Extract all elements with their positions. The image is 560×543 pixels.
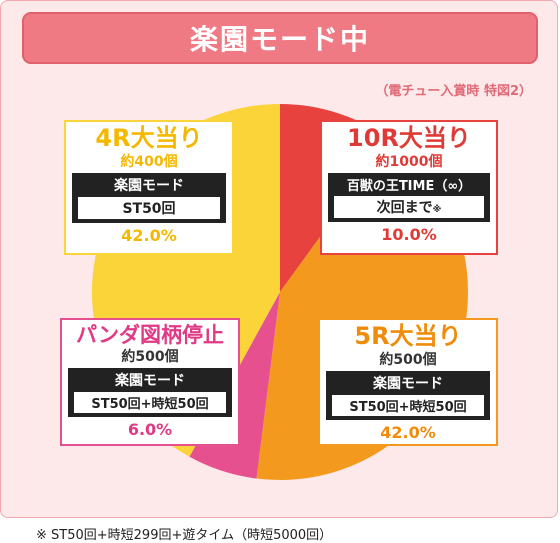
box-4r-mode: 楽園モード ST50回 xyxy=(72,173,226,224)
box-10r: 10R大当り 約1000個 百獣の王TIME（∞） 次回まで※ 10.0% xyxy=(320,120,498,255)
footer-note: ※ ST50回+時短299回+遊タイム（時短5000回） xyxy=(36,528,333,543)
box-10r-mode-detail: 次回まで※ xyxy=(334,196,484,219)
box-5r-percent: 42.0% xyxy=(380,423,436,443)
box-panda-head: パンダ図柄停止 xyxy=(75,323,225,347)
box-5r: 5R大当り 約500個 楽園モード ST50回+時短50回 42.0% xyxy=(318,318,498,446)
box-10r-head: 10R大当り xyxy=(347,124,471,152)
box-panda-mode-label: 楽園モード xyxy=(115,373,185,390)
box-panda-count: 約500個 xyxy=(121,349,179,366)
box-4r: 4R大当り 約400個 楽園モード ST50回 42.0% xyxy=(64,120,234,255)
chart-subtitle: （電チュー入賞時 特図2） xyxy=(375,84,532,99)
box-4r-percent: 42.0% xyxy=(121,226,177,246)
chart-title: 楽園モード中 xyxy=(22,12,538,64)
box-10r-count: 約1000個 xyxy=(375,154,443,171)
box-panda-mode-detail: ST50回+時短50回 xyxy=(74,392,226,414)
box-4r-mode-label: 楽園モード xyxy=(114,178,184,195)
box-10r-mode-label: 百獣の王TIME（∞） xyxy=(346,179,472,195)
box-5r-mode-detail: ST50回+時短50回 xyxy=(332,395,484,417)
box-5r-mode-label: 楽園モード xyxy=(373,376,443,393)
box-5r-head: 5R大当り xyxy=(354,322,462,350)
box-4r-head: 4R大当り xyxy=(95,124,203,152)
box-5r-mode: 楽園モード ST50回+時短50回 xyxy=(326,371,490,421)
box-10r-note-mark: ※ xyxy=(432,205,442,216)
box-10r-mode: 百獣の王TIME（∞） 次回まで※ xyxy=(328,173,490,223)
box-4r-mode-detail: ST50回 xyxy=(78,197,220,220)
box-panda-percent: 6.0% xyxy=(127,420,173,440)
box-5r-count: 約500個 xyxy=(379,352,437,369)
box-10r-percent: 10.0% xyxy=(381,225,437,245)
box-panda-mode: 楽園モード ST50回+時短50回 xyxy=(68,368,232,418)
box-10r-mode-detail-text: 次回まで xyxy=(376,200,433,217)
box-4r-count: 約400個 xyxy=(120,154,178,171)
box-panda: パンダ図柄停止 約500個 楽園モード ST50回+時短50回 6.0% xyxy=(60,318,240,446)
